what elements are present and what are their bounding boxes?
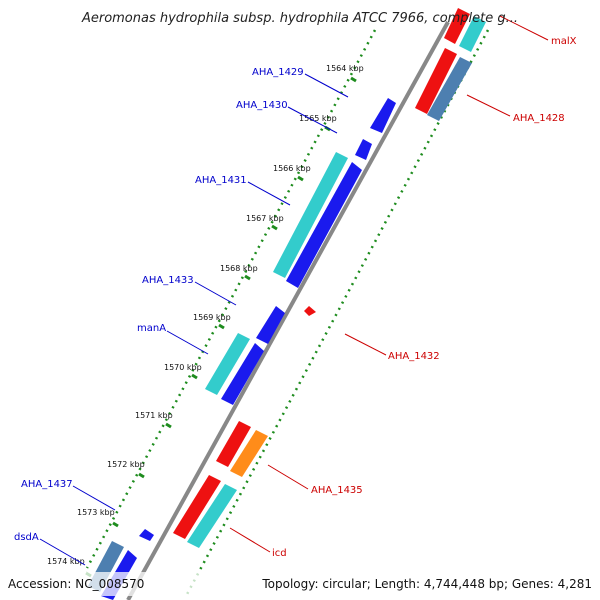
gene-label[interactable]: icd — [272, 548, 287, 559]
gene-label[interactable]: AHA_1432 — [388, 351, 440, 362]
gene-label[interactable]: AHA_1437 — [21, 479, 73, 490]
forward-features — [88, 98, 396, 600]
footer-backdrop — [0, 572, 600, 596]
tick-label: 1564 kbp — [326, 64, 364, 73]
gene-aha-1431[interactable] — [286, 162, 362, 288]
leader-line — [499, 15, 549, 41]
tick-label: 1568 kbp — [220, 264, 258, 273]
gene-aha-1437[interactable] — [139, 529, 154, 541]
gene-mana[interactable] — [221, 343, 264, 405]
leader-line — [194, 281, 237, 306]
tick-mark — [191, 373, 198, 380]
gene-label[interactable]: manA — [137, 323, 166, 334]
gene-label[interactable]: AHA_1431 — [195, 175, 247, 186]
gene-label[interactable]: malX — [551, 36, 577, 47]
tick-label: 1573 kbp — [77, 508, 115, 517]
tick-label: 1565 kbp — [299, 114, 337, 123]
leader-line — [247, 181, 291, 206]
reverse-labels: malX AHA_1428 AHA_1432 AHA_1435 icd — [272, 36, 577, 559]
gene-label[interactable]: AHA_1430 — [236, 100, 288, 111]
tick-label: 1567 kbp — [246, 214, 284, 223]
forward-labels: AHA_1429 AHA_1430 AHA_1431 AHA_1433 manA… — [14, 67, 304, 543]
gene-aha-1429[interactable] — [370, 98, 396, 133]
tick-label: 1569 kbp — [193, 313, 231, 322]
gene-aha-1435-cds[interactable] — [230, 430, 268, 477]
gene-aha-1428[interactable] — [415, 48, 457, 114]
leader-line — [229, 527, 271, 553]
gene-malx[interactable] — [444, 8, 470, 44]
gene-label[interactable]: dsdA — [14, 532, 39, 543]
tick-label: 1566 kbp — [273, 164, 311, 173]
gene-malx-cds[interactable] — [459, 16, 486, 52]
gene-aha-1428-cds[interactable] — [427, 57, 472, 121]
tick-mark — [297, 175, 304, 182]
leader-line — [166, 330, 209, 355]
forward-leader-lines — [39, 73, 349, 566]
gene-label[interactable]: AHA_1435 — [311, 485, 363, 496]
reverse-features — [173, 8, 486, 548]
gene-aha-1431-cds[interactable] — [273, 152, 348, 278]
reverse-leader-lines — [229, 15, 549, 553]
leader-line — [287, 106, 338, 134]
tick-mark — [138, 472, 145, 479]
tick-mark — [165, 422, 172, 429]
tick-labels: 1564 kbp 1565 kbp 1566 kbp 1567 kbp 1568… — [47, 64, 364, 566]
leader-line — [466, 94, 511, 117]
gene-icd[interactable] — [173, 475, 221, 539]
leader-line — [304, 73, 349, 98]
tick-mark — [350, 76, 357, 83]
leader-line — [344, 333, 387, 356]
tick-label: 1574 kbp — [47, 557, 85, 566]
gene-aha-1432[interactable] — [304, 306, 316, 316]
topology-text: Topology: circular; Length: 4,744,448 bp… — [261, 577, 592, 591]
tick-mark — [112, 521, 119, 528]
tick-mark — [218, 323, 225, 330]
backbone-line — [126, 21, 450, 600]
gene-aha-1433[interactable] — [256, 306, 285, 344]
gene-aha-1435[interactable] — [216, 421, 251, 467]
map-title: Aeromonas hydrophila subsp. hydrophila A… — [81, 11, 518, 26]
tick-label: 1570 kbp — [164, 363, 202, 372]
accession-text: Accession: NC_008570 — [8, 577, 144, 591]
leader-line — [39, 538, 86, 566]
tick-mark — [271, 224, 278, 231]
leader-line — [72, 485, 116, 511]
tick-label: 1571 kbp — [135, 411, 173, 420]
tick-mark — [244, 274, 251, 281]
gene-label[interactable]: AHA_1429 — [252, 67, 304, 78]
gene-mana-cds[interactable] — [205, 333, 250, 395]
tick-label: 1572 kbp — [107, 460, 145, 469]
gene-label[interactable]: AHA_1428 — [513, 113, 565, 124]
gene-icd-cds[interactable] — [187, 484, 237, 548]
gene-label[interactable]: AHA_1433 — [142, 275, 194, 286]
leader-line — [267, 464, 309, 490]
gene-aha-1430[interactable] — [355, 139, 372, 160]
